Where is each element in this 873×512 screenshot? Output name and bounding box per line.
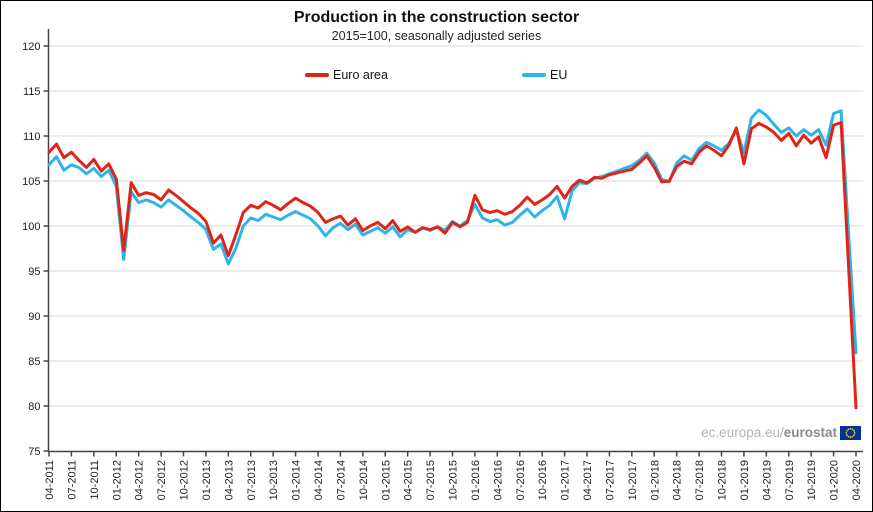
x-tick-label: 10-2012 [179,460,191,500]
x-tick-label: 07-2015 [425,460,437,500]
x-tick-label: 07-2013 [246,460,258,500]
x-tick-label: 01-2020 [829,460,841,500]
y-tick-label: 75 [28,446,40,458]
y-tick-label: 85 [28,356,40,368]
y-tick-label: 100 [22,221,40,233]
x-tick-label: 07-2018 [694,460,706,500]
x-tick-label: 04-2018 [672,460,684,500]
x-tick-label: 04-2019 [761,460,773,500]
x-tick-label: 04-2014 [313,460,325,500]
x-tick-label: 01-2018 [649,460,661,500]
x-tick-label: 01-2013 [201,460,213,500]
x-tick-label: 07-2011 [66,460,78,500]
x-tick-label: 04-2013 [223,460,235,500]
x-tick-label: 10-2019 [806,460,818,500]
legend: Euro area EU [1,67,872,83]
eu-flag-icon [840,425,861,440]
x-tick-label: 10-2011 [89,460,101,500]
x-tick-label: 01-2015 [380,460,392,500]
x-tick-label: 01-2019 [739,460,751,500]
legend-item-eu: EU [522,67,567,83]
x-tick-label: 10-2013 [268,460,280,500]
euro-area-line [47,121,858,410]
x-tick-label: 04-2012 [134,460,146,500]
x-tick-label: 10-2015 [448,460,460,500]
x-tick-label: 04-2011 [44,460,56,500]
y-tick-label: 90 [28,311,40,323]
x-tick-label: 04-2017 [582,460,594,500]
y-tick-label: 80 [28,401,40,413]
x-tick-label: 04-2016 [492,460,504,500]
watermark-eurostat: eurostat [783,425,837,440]
x-tick-label: 04-2020 [851,460,863,500]
y-tick-label: 115 [23,86,41,98]
x-tick-label: 07-2016 [515,460,527,500]
x-tick-label: 07-2012 [156,460,168,500]
y-tick-label: 95 [28,266,40,278]
watermark: ec.europa.eu/eurostat [701,425,861,440]
x-tick-label: 01-2017 [560,460,572,500]
eu-line-swatch [522,73,546,77]
x-tick-label: 07-2019 [784,460,796,500]
y-tick-label: 110 [23,131,41,143]
x-tick-label: 01-2012 [111,460,123,500]
y-tick-label: 120 [22,41,40,53]
x-tick-label: 07-2017 [604,460,616,500]
eu-flag-stars [845,427,856,438]
x-tick-label: 10-2014 [358,460,370,500]
x-tick-label: 10-2017 [627,460,639,500]
chart-title: Production in the construction sector [293,9,580,26]
x-tick-label: 01-2016 [470,460,482,500]
legend-label-euro-area: Euro area [333,68,388,82]
euro-area-line-swatch [305,73,329,77]
x-tick-label: 10-2016 [537,460,549,500]
watermark-url-prefix: ec.europa.eu/ [701,425,784,440]
y-tick-label: 105 [22,176,40,188]
x-tick-label: 04-2015 [403,460,415,500]
x-tick-label: 01-2014 [291,460,303,500]
legend-label-eu: EU [550,68,568,82]
x-tick-label: 07-2014 [335,460,347,500]
legend-item-euro-area: Euro area [305,67,388,83]
chart-subtitle: 2015=100, seasonally adjusted series [331,29,542,43]
x-tick-label: 10-2018 [717,460,729,500]
